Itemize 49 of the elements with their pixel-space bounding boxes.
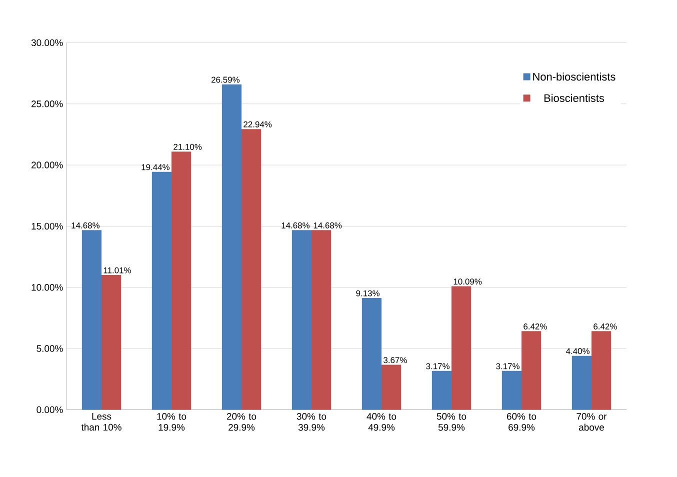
bar: [102, 275, 122, 410]
data-label: 11.01%: [104, 267, 132, 274]
bar: [312, 230, 332, 410]
y-tick-label: 15.00%: [32, 222, 63, 230]
data-label: 14.68%: [314, 222, 342, 228]
data-label: 10.09%: [454, 278, 482, 285]
x-tick-label: 40% to 49.9%: [366, 413, 396, 431]
data-label: 3.17%: [426, 363, 450, 370]
y-tick-label: 30.00%: [31, 39, 63, 46]
x-tick-label: 10% to 19.9%: [157, 413, 186, 431]
data-label: 6.42%: [524, 323, 547, 330]
data-label: 4.40%: [566, 348, 590, 354]
bar: [222, 84, 242, 410]
data-label: 21.10%: [174, 144, 202, 150]
bar: [152, 172, 172, 410]
data-label: 14.68%: [282, 222, 310, 228]
bar: [362, 298, 382, 410]
data-label: 3.17%: [496, 363, 520, 370]
data-label: 26.59%: [212, 76, 240, 83]
bar: [452, 286, 472, 410]
y-tick-label: 10.00%: [32, 284, 63, 291]
bar: [172, 152, 192, 410]
bar: [242, 129, 262, 410]
bar: [502, 370, 522, 410]
data-label: 22.94%: [244, 121, 272, 128]
bar: [592, 331, 612, 410]
data-label: 9.13%: [356, 290, 380, 296]
x-tick-label: 70% or above: [576, 413, 607, 431]
data-label: 19.44%: [142, 164, 170, 170]
bar: [522, 331, 542, 410]
bar: [292, 230, 312, 410]
x-tick-label: 50% to 59.9%: [436, 413, 466, 431]
legend-label: Non-bioscientists: [533, 72, 616, 81]
legend-label: Bioscientists: [544, 94, 604, 102]
y-tick-label: 20.00%: [32, 162, 63, 168]
y-tick-label: 25.00%: [32, 100, 63, 108]
data-label: 6.42%: [594, 323, 617, 330]
x-tick-label: 30% to 39.9%: [296, 413, 326, 431]
x-tick-label: 60% to 69.9%: [506, 413, 536, 431]
y-tick-label: 5.00%: [36, 345, 63, 352]
bar: [382, 364, 402, 410]
bar: [432, 370, 452, 410]
x-tick-label: Less than 10%: [81, 413, 122, 431]
y-tick-label: 0.00%: [36, 406, 63, 414]
x-tick-label: 20% to 29.9%: [226, 413, 256, 431]
data-label: 3.67%: [384, 357, 407, 364]
bar: [82, 230, 102, 410]
data-label: 14.68%: [72, 222, 100, 228]
bar: [572, 356, 592, 410]
